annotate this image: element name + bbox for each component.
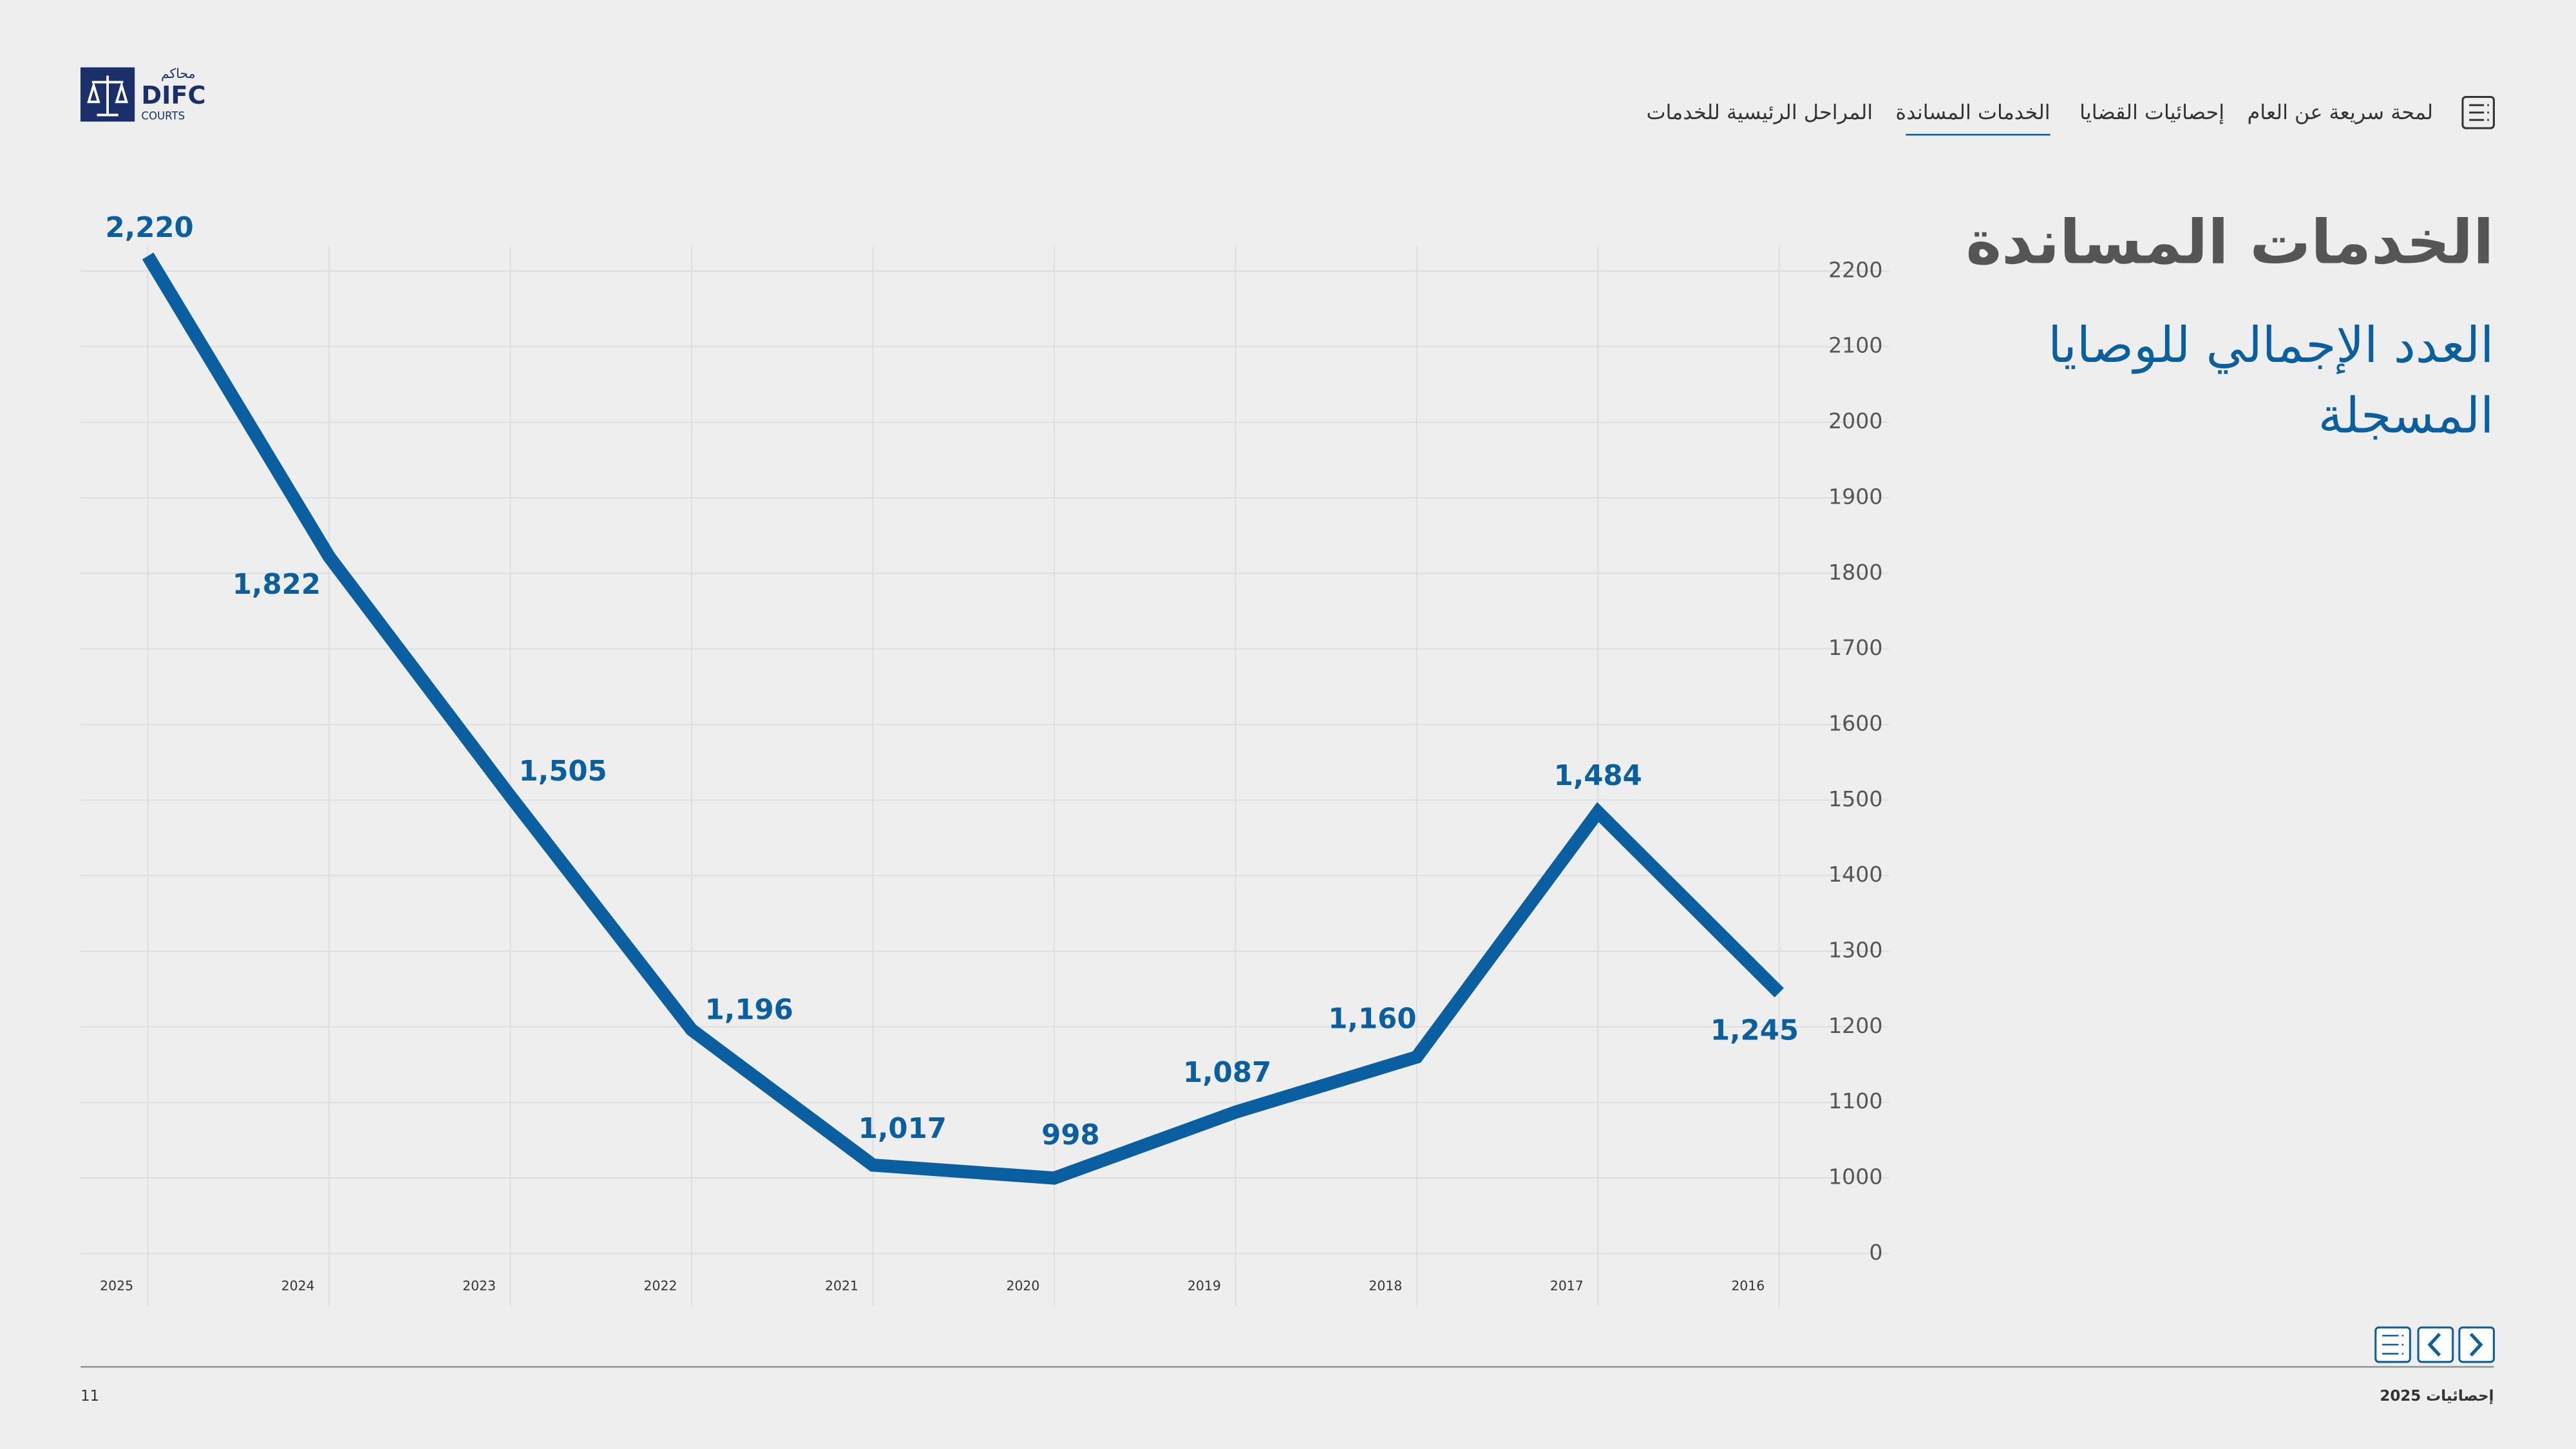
page-number: 11: [80, 1388, 99, 1405]
menu-button[interactable]: [2461, 95, 2495, 129]
x-tick-label: 2022: [644, 1278, 677, 1293]
data-label: 1,017: [858, 1113, 947, 1145]
y-tick-label: 2000: [1828, 408, 1882, 433]
nav: لمحة سريعة عن العام إحصائيات القضايا الخ…: [1646, 95, 2495, 136]
logo-arabic: محاكم: [161, 66, 196, 81]
y-tick-label: 2100: [1828, 333, 1882, 358]
data-label: 1,822: [232, 569, 321, 601]
x-tick-label: 2020: [1006, 1278, 1039, 1293]
y-tick-label: 1300: [1828, 938, 1882, 963]
nav-item[interactable]: لمحة سريعة عن العام: [2248, 100, 2434, 124]
y-tick-label: 1100: [1828, 1088, 1882, 1113]
x-tick-label: 2025: [100, 1278, 133, 1293]
logo: محاكم DIFC COURTS: [80, 66, 206, 122]
next-icon: [2469, 1332, 2483, 1357]
data-label: 1,196: [705, 994, 793, 1027]
y-tick-label: 1600: [1828, 711, 1882, 736]
data-label: 1,505: [519, 755, 607, 788]
y-tick-label: 0: [1869, 1240, 1882, 1265]
data-label: 998: [1041, 1119, 1100, 1151]
prev-icon: [2427, 1332, 2441, 1357]
chart-subtitle: المسجلة: [2318, 387, 2494, 444]
menu-icon-lines: [2469, 104, 2489, 121]
data-label: 1,245: [1710, 1014, 1799, 1046]
nav-item[interactable]: إحصائيات القضايا: [2079, 100, 2224, 124]
plot: 0 1000 1100 1200 1300 1400 1500 1600 1700 1800 190…: [80, 212, 1889, 1307]
x-tick-label: 2017: [1550, 1278, 1584, 1293]
footer-label: 2025 إحصائيات: [2380, 1388, 2494, 1405]
data-label: 1,087: [1183, 1057, 1271, 1089]
y-tick-label: 1900: [1828, 484, 1882, 509]
nav-item-active[interactable]: الخدمات المساندة: [1895, 100, 2050, 124]
nav-item[interactable]: المراحل الرئيسية للخدمات: [1646, 100, 1873, 124]
y-tick-label: 1500: [1828, 786, 1882, 811]
data-line: [142, 252, 1784, 1185]
list-icon: [2382, 1334, 2404, 1355]
menu-icon-frame: [2461, 95, 2495, 129]
page-title: الخدمات المساندة: [1965, 207, 2494, 278]
x-tick-label: 2023: [462, 1278, 496, 1293]
y-tick-label: 1200: [1828, 1013, 1882, 1038]
x-tick-label: 2021: [825, 1278, 858, 1293]
x-tick-label: 2024: [281, 1278, 315, 1293]
logo-name: DIFC: [141, 81, 205, 110]
chart-subtitle: العدد الإجمالي للوصايا: [2048, 317, 2494, 374]
data-label: 2,220: [106, 212, 194, 244]
prev-button[interactable]: [2417, 1326, 2454, 1363]
x-tick-label: 2019: [1188, 1278, 1221, 1293]
y-tick-label: 1000: [1828, 1164, 1882, 1189]
x-tick-label: 2018: [1368, 1278, 1402, 1293]
next-button[interactable]: [2458, 1326, 2495, 1363]
y-tick-label: 2200: [1828, 257, 1882, 282]
logo-sub: COURTS: [141, 110, 185, 122]
x-tick-label: 2016: [1731, 1278, 1765, 1293]
data-label: 1,160: [1328, 1003, 1416, 1036]
y-tick-label: 1800: [1828, 560, 1882, 585]
logo-scales: [87, 75, 129, 117]
data-label: 1,484: [1554, 760, 1642, 792]
y-tick-label: 1400: [1828, 862, 1882, 887]
y-tick-label: 1700: [1828, 635, 1882, 660]
pager: [2374, 1326, 2495, 1363]
